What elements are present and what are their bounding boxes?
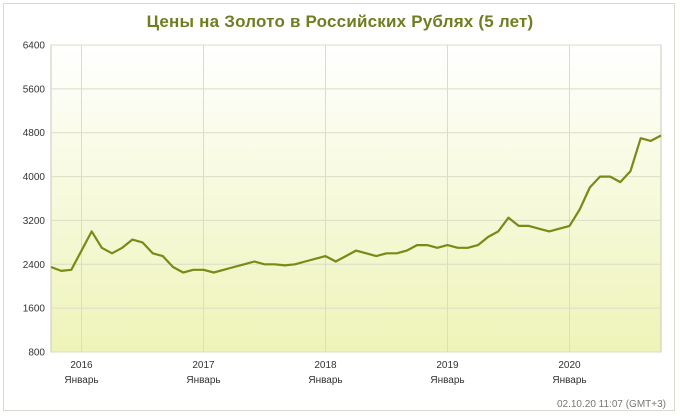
- chart-title: Цены на Золото в Российских Рублях (5 ле…: [146, 12, 534, 31]
- y-tick-label: 1600: [23, 304, 46, 315]
- x-tick-month: Январь: [186, 375, 220, 386]
- x-tick-year: 2016: [70, 360, 93, 371]
- y-tick-label: 4000: [23, 172, 46, 183]
- y-tick-label: 800: [28, 348, 45, 359]
- y-tick-label: 4800: [23, 128, 46, 139]
- plot-area: [50, 44, 662, 353]
- x-tick-month: Январь: [430, 375, 464, 386]
- x-tick-month: Январь: [64, 375, 98, 386]
- x-tick-month: Январь: [552, 375, 586, 386]
- x-tick-year: 2019: [436, 360, 459, 371]
- series-line: [50, 134, 662, 274]
- x-tick-year: 2020: [558, 360, 581, 371]
- y-tick-label: 2400: [23, 260, 46, 271]
- y-tick-label: 6400: [23, 41, 46, 52]
- timestamp: 02.10.20 11:07 (GMT+3): [556, 399, 666, 410]
- x-tick-month: Январь: [308, 375, 342, 386]
- y-tick-label: 3200: [23, 216, 46, 227]
- x-tick-year: 2017: [192, 360, 215, 371]
- y-tick-label: 5600: [23, 84, 46, 95]
- x-tick-year: 2018: [314, 360, 337, 371]
